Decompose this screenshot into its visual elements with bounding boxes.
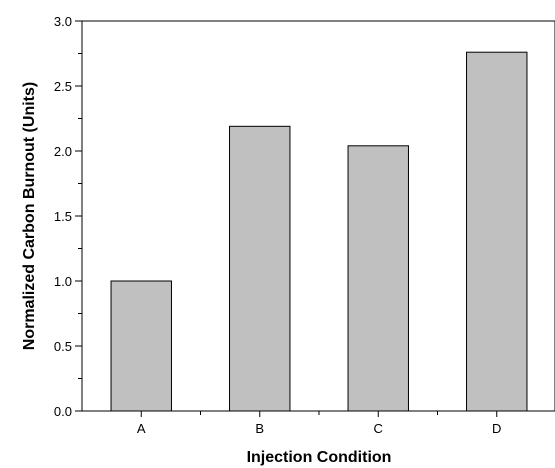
bar-B	[229, 125, 291, 412]
y-tick-label: 0.0	[54, 404, 72, 419]
x-axis-ticks: A B C D	[137, 411, 501, 436]
bar-C	[347, 145, 409, 412]
y-tick-label: 2.0	[54, 144, 72, 159]
bar-A	[110, 280, 172, 412]
y-tick-label: 1.0	[54, 274, 72, 289]
x-tick-label-C: C	[374, 421, 383, 436]
bars-group	[110, 51, 528, 412]
bar-D	[466, 51, 528, 412]
y-axis-ticks: 0.0 0.5 1.0 1.5 2.0 2.5 3.0	[54, 14, 82, 419]
y-axis-title: Normalized Carbon Burnout (Units)	[21, 82, 38, 350]
x-tick-label-A: A	[137, 421, 146, 436]
plot-frame	[81, 20, 555, 412]
y-tick-label: 1.5	[54, 209, 72, 224]
x-axis-title: Injection Condition	[247, 449, 392, 466]
y-tick-label: 0.5	[54, 339, 72, 354]
x-tick-label-B: B	[255, 421, 264, 436]
y-tick-label: 2.5	[54, 79, 72, 94]
y-tick-label: 3.0	[54, 14, 72, 29]
x-tick-label-D: D	[492, 421, 501, 436]
